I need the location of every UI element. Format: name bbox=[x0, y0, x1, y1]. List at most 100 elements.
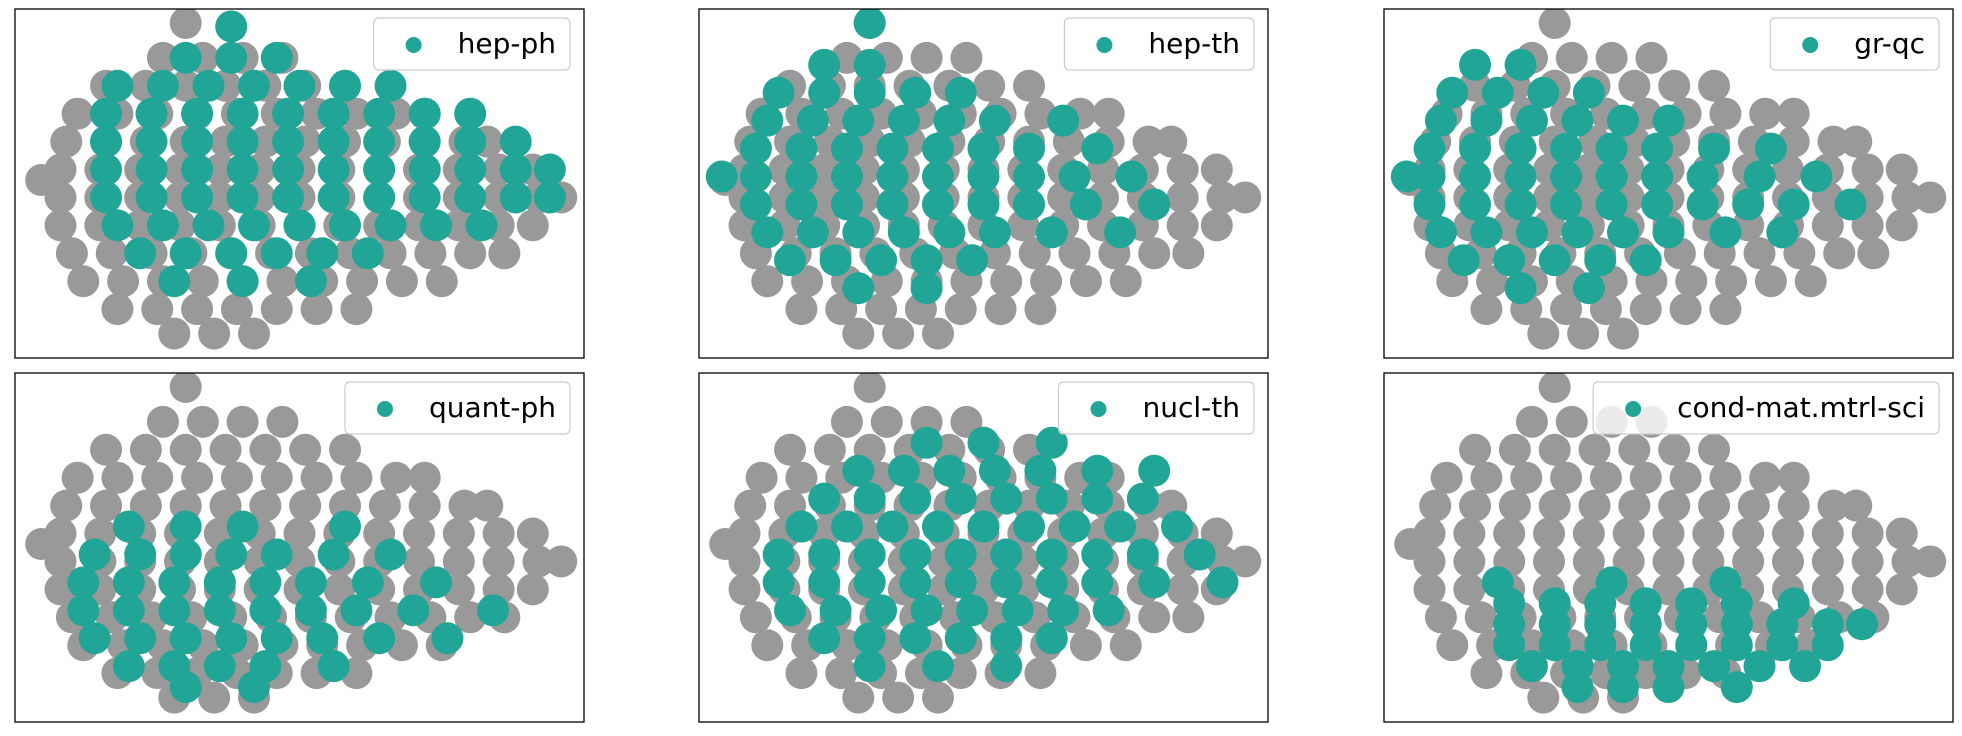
panel: cond-mat.mtrl-sci bbox=[1383, 372, 1954, 723]
category-point bbox=[1138, 566, 1171, 599]
category-point bbox=[910, 244, 943, 277]
category-point bbox=[1743, 160, 1776, 193]
all-point bbox=[1109, 629, 1142, 662]
all-point bbox=[220, 293, 253, 326]
category-point bbox=[1493, 244, 1526, 277]
category-point bbox=[78, 538, 111, 571]
category-point bbox=[124, 538, 157, 571]
category-point bbox=[1013, 160, 1046, 193]
category-point bbox=[899, 76, 932, 109]
all-point bbox=[169, 9, 202, 39]
all-point bbox=[482, 545, 515, 578]
category-point bbox=[1675, 629, 1708, 662]
category-point bbox=[146, 209, 179, 242]
category-point bbox=[476, 594, 509, 627]
category-point bbox=[90, 181, 123, 214]
category-point bbox=[819, 594, 852, 627]
category-point bbox=[853, 482, 886, 515]
category-point bbox=[876, 132, 909, 165]
category-point bbox=[192, 69, 225, 102]
all-point bbox=[785, 657, 818, 690]
category-point bbox=[774, 594, 807, 627]
category-point bbox=[1766, 216, 1799, 249]
category-point bbox=[1504, 48, 1537, 81]
category-point bbox=[978, 104, 1011, 137]
all-point bbox=[1172, 237, 1205, 270]
all-point bbox=[1885, 517, 1918, 550]
category-point bbox=[1390, 160, 1423, 193]
category-point bbox=[465, 209, 498, 242]
category-point bbox=[944, 76, 977, 109]
category-point bbox=[842, 216, 875, 249]
category-point bbox=[283, 209, 316, 242]
all-point bbox=[1229, 545, 1262, 578]
category-point bbox=[420, 566, 453, 599]
all-point bbox=[1166, 153, 1199, 186]
category-point bbox=[921, 132, 954, 165]
category-point bbox=[1720, 629, 1753, 662]
category-point bbox=[944, 622, 977, 655]
all-point bbox=[237, 317, 270, 350]
all-point bbox=[425, 265, 458, 298]
all-point bbox=[1771, 517, 1804, 550]
all-point bbox=[90, 433, 123, 466]
all-point bbox=[198, 681, 231, 714]
category-point bbox=[990, 538, 1023, 571]
category-point bbox=[830, 160, 863, 193]
all-point bbox=[1109, 265, 1142, 298]
category-point bbox=[363, 622, 396, 655]
all-point bbox=[1817, 489, 1850, 522]
all-point bbox=[203, 153, 236, 186]
all-point bbox=[1058, 237, 1091, 270]
category-point bbox=[1811, 629, 1844, 662]
category-point bbox=[329, 209, 362, 242]
category-point bbox=[887, 216, 920, 249]
category-point bbox=[1698, 132, 1731, 165]
category-point bbox=[499, 153, 532, 186]
category-point bbox=[1686, 188, 1719, 221]
category-point bbox=[865, 244, 898, 277]
all-point bbox=[1515, 405, 1548, 438]
all-point bbox=[882, 681, 915, 714]
legend: cond-mat.mtrl-sci bbox=[1592, 381, 1940, 435]
all-point bbox=[1794, 265, 1827, 298]
points bbox=[25, 373, 578, 714]
all-point bbox=[266, 405, 299, 438]
category-point bbox=[203, 566, 236, 599]
category-point bbox=[751, 104, 784, 137]
legend: quant-ph bbox=[344, 381, 571, 435]
all-point bbox=[1629, 293, 1662, 326]
category-point bbox=[1035, 538, 1068, 571]
category-point bbox=[1481, 76, 1514, 109]
all-point bbox=[751, 265, 784, 298]
all-point bbox=[1498, 489, 1531, 522]
category-point bbox=[181, 97, 214, 130]
category-point bbox=[112, 594, 145, 627]
category-point bbox=[944, 566, 977, 599]
all-point bbox=[1200, 209, 1233, 242]
legend-label: quant-ph bbox=[429, 391, 556, 424]
all-point bbox=[300, 293, 333, 326]
all-point bbox=[973, 69, 1006, 102]
category-point bbox=[135, 153, 168, 186]
all-point bbox=[374, 237, 407, 270]
all-point bbox=[1891, 545, 1924, 578]
category-point bbox=[1845, 608, 1878, 641]
category-point bbox=[306, 622, 339, 655]
legend-marker bbox=[1802, 37, 1819, 53]
category-point bbox=[146, 69, 179, 102]
all-point bbox=[785, 461, 818, 494]
category-point bbox=[853, 650, 886, 683]
all-point bbox=[141, 461, 174, 494]
category-point bbox=[397, 594, 430, 627]
legend-marker bbox=[1090, 401, 1107, 417]
legend-label: hep-th bbox=[1148, 27, 1240, 60]
category-point bbox=[454, 153, 487, 186]
category-point bbox=[1470, 104, 1503, 137]
all-point bbox=[203, 181, 236, 214]
category-point bbox=[808, 76, 841, 109]
category-point bbox=[90, 125, 123, 158]
all-point bbox=[1658, 489, 1691, 522]
all-point bbox=[1527, 681, 1560, 714]
